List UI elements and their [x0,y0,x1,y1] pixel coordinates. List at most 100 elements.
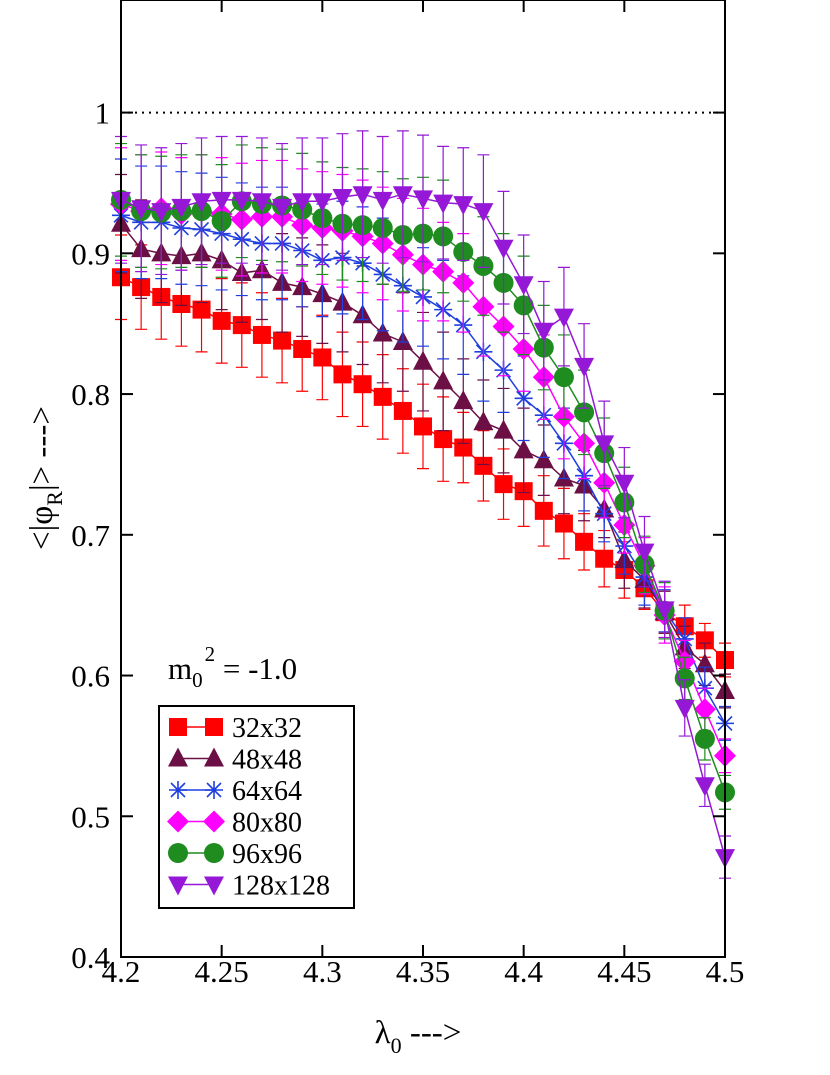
data-point [433,194,454,214]
legend-item-32x32: 32x32 [169,713,302,744]
data-point [693,698,716,721]
legend-marker [168,747,188,767]
data-point [171,198,192,218]
data-point [191,193,212,213]
y-tick-label: 0.9 [71,236,110,271]
data-point [413,190,433,210]
mass-annotation: m02 = -1.0 [168,642,297,692]
data-point [494,475,513,494]
legend-marker [168,843,188,863]
data-point [231,191,252,211]
legend-marker [169,718,187,736]
data-point [313,348,332,367]
y-tick-label: 0.4 [71,940,110,975]
y-tick-label: 0.8 [71,377,110,412]
data-point [393,401,412,420]
x-tick-label: 4.3 [303,954,342,989]
legend-box [158,705,355,909]
data-point [594,435,615,455]
data-point [634,543,655,563]
legend-marker [205,718,223,736]
data-point [553,367,574,388]
legend-label: 96x96 [232,839,302,870]
axes-ticks: 4.2 4.25 4.3 4.35 4.4 4.45 4.5 0.4 0.5 0.6 0.7 0.8 0… [71,0,744,989]
data-point [513,439,534,459]
x-tick-label: 4.2 [102,954,141,989]
legend-item-64x64: 64x64 [169,776,302,807]
data-point [554,514,573,533]
data-point [131,200,152,220]
data-point [352,186,373,206]
x-tick-label: 4.35 [396,954,450,989]
legend-marker [168,876,188,896]
data-point [273,331,292,350]
data-point [514,389,533,408]
x-tick-label: 4.4 [504,954,543,989]
x-tick-label: 4.25 [195,954,249,989]
legend-marker [204,876,224,896]
legend-marker [169,781,187,799]
data-point [695,631,714,650]
data-point [434,430,453,449]
data-point [433,370,454,390]
data-point [372,191,393,211]
data-point [575,532,594,551]
legend-label: 64x64 [232,776,302,807]
data-point [293,340,312,359]
data-point [675,629,694,648]
data-point [574,402,595,423]
data-point [211,191,232,211]
y-tick-label: 1 [95,96,111,131]
data-point [595,549,614,568]
data-point [232,316,251,335]
data-point [332,189,353,209]
data-point [312,193,333,213]
legend-label: 48x48 [232,745,302,776]
data-layer [110,111,736,879]
data-point [392,186,413,206]
legend-label: 128x128 [232,871,330,902]
data-point [151,203,172,223]
y-axis-label: <|φR|> ---> [24,406,67,550]
data-point [694,777,715,797]
legend-marker [203,810,225,833]
legend-marker [204,843,224,863]
data-point [674,699,695,719]
legend-marker [205,781,223,799]
legend-item-96x96: 96x96 [168,839,302,870]
data-point [533,322,554,342]
data-point [473,411,494,431]
x-axis-label: λ0 ---> [375,1015,462,1058]
data-point [474,456,493,475]
legend-item-80x80: 80x80 [167,808,302,839]
data-point [533,449,554,469]
legend-label: 80x80 [232,808,302,839]
data-point [574,357,595,377]
data-point [372,322,393,342]
data-point [192,300,211,319]
data-point [333,365,352,384]
legend-marker [204,747,224,767]
data-point [292,193,313,213]
data-point [513,276,534,296]
data-point [493,239,514,259]
y-tick-label: 0.7 [71,518,110,553]
data-point [373,387,392,406]
data-point [353,375,372,394]
data-point [272,198,293,218]
x-tick-label: 4.5 [706,954,745,989]
legend-item-128x128: 128x128 [168,871,330,902]
data-point [654,601,675,621]
data-point [413,350,433,370]
data-point [251,193,272,213]
data-point [414,417,432,436]
data-point [252,325,271,344]
data-point [212,311,231,330]
data-point [534,501,553,520]
data-point [553,308,574,328]
data-point [473,203,494,223]
y-tick-label: 0.6 [71,659,110,694]
legend-marker [167,810,189,833]
